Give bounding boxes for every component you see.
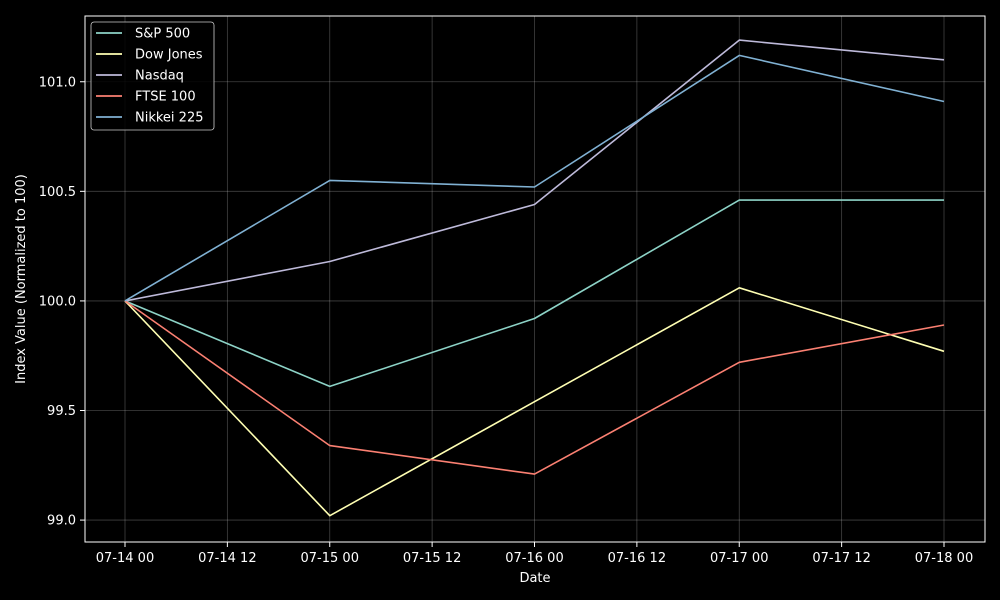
y-axis: 99.0 99.5 100.0 100.5 101.0 xyxy=(39,75,85,529)
series-line-0 xyxy=(124,199,944,388)
x-tick-label: 07-18 00 xyxy=(915,551,973,566)
series-line-4 xyxy=(124,54,945,302)
y-tick-label: 100.0 xyxy=(39,294,76,309)
series-layer xyxy=(124,39,945,517)
series-line-1 xyxy=(124,286,945,517)
x-axis: 07-14 00 07-14 12 07-15 00 07-15 12 07-16 00… xyxy=(96,542,973,566)
y-tick-label: 101.0 xyxy=(39,75,76,90)
x-axis-label: Date xyxy=(519,571,550,586)
x-tick-label: 07-17 12 xyxy=(812,551,870,566)
grid xyxy=(85,16,985,542)
x-tick-label: 07-17 00 xyxy=(710,551,768,566)
legend-entry: Nikkei 225 xyxy=(135,111,204,126)
y-tick-label: 99.5 xyxy=(47,404,76,419)
legend-entry: Dow Jones xyxy=(135,48,203,63)
series-line-3 xyxy=(124,300,945,475)
x-tick-label: 07-15 12 xyxy=(403,551,461,566)
legend-entry: S&P 500 xyxy=(135,27,190,42)
legend-entry: FTSE 100 xyxy=(135,90,196,105)
x-tick-label: 07-14 12 xyxy=(198,551,256,566)
x-tick-label: 07-14 00 xyxy=(96,551,154,566)
y-tick-label: 99.0 xyxy=(47,514,76,529)
legend-entry: Nasdaq xyxy=(135,69,184,84)
legend: S&P 500 Dow Jones Nasdaq FTSE 100 Nikkei 225 xyxy=(90,21,215,131)
y-tick-label: 100.5 xyxy=(39,185,76,200)
x-tick-label: 07-15 00 xyxy=(301,551,359,566)
legend-box xyxy=(90,21,215,131)
series-line-2 xyxy=(124,39,945,302)
plot-area xyxy=(84,15,986,543)
x-tick-label: 07-16 12 xyxy=(608,551,666,566)
x-tick-label: 07-16 00 xyxy=(505,551,563,566)
y-axis-label: Index Value (Normalized to 100) xyxy=(14,174,29,384)
